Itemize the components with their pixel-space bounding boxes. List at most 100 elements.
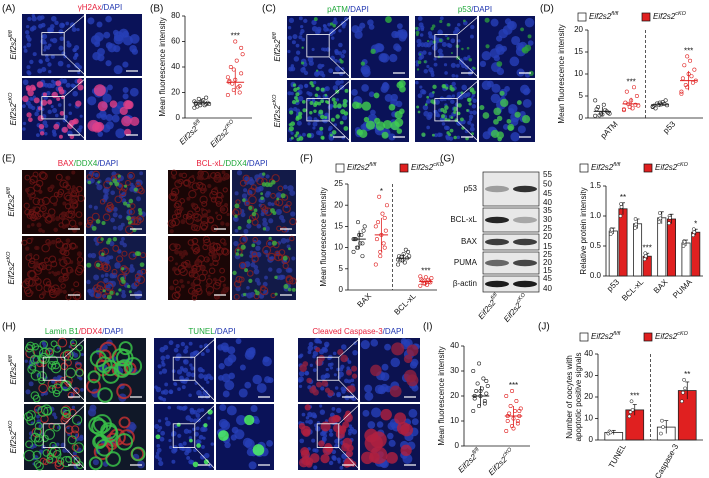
data-point [683,83,688,88]
cell [283,184,288,190]
significance: * [380,187,383,196]
blot-band [513,280,537,288]
cell [423,69,429,74]
cell [219,275,226,283]
data-point [373,224,378,229]
cell [479,104,485,111]
cell [326,28,330,32]
cell [385,16,392,23]
cell [375,121,386,131]
cell [105,114,113,122]
zoom-line [328,79,352,99]
cell [309,386,316,394]
cell [128,198,134,204]
cell [187,287,196,295]
data-point [398,258,403,263]
cell [396,23,403,30]
cell [194,431,199,437]
cell [66,63,71,68]
cell [427,111,433,117]
cell [453,135,457,140]
cell [79,114,83,118]
cell [490,93,501,104]
cell [193,448,197,453]
cell [312,368,317,373]
cell [471,104,477,109]
cell [190,246,194,250]
cell [433,133,438,138]
cell [51,217,56,222]
cell [360,61,365,66]
data-point [228,65,233,70]
bar [681,242,691,277]
cell [33,254,40,261]
cell [300,61,305,65]
data-point [424,282,429,287]
cell [42,92,47,97]
significance: *** [231,32,240,41]
cell [55,80,62,87]
genotype-sup: cKO [516,292,528,305]
cell [456,135,461,140]
cell [336,407,342,414]
cell [204,452,210,459]
cell [100,274,105,278]
cell [50,340,58,348]
data-point [657,220,662,224]
cell [97,180,101,184]
cell [334,59,338,63]
cell [302,132,306,137]
cell [69,22,76,28]
cell [183,428,190,434]
cell [105,255,111,261]
kda-marker: 20 [543,258,552,267]
y-tick-label: 25 [334,179,343,188]
cell [118,288,122,292]
cell [90,293,95,298]
cell [417,93,423,99]
cell [27,193,32,198]
cell [71,425,80,434]
cell [306,97,311,102]
zoom-line [64,380,87,403]
cell [351,373,358,379]
cell [73,457,81,465]
cell [208,245,214,251]
cell [109,181,113,186]
cell [341,344,347,350]
cell [183,359,189,365]
cell [317,101,322,106]
cell [80,388,84,392]
cell [168,256,174,262]
cell [48,70,52,74]
cell [300,29,305,34]
cell [424,103,428,106]
cell [71,414,83,425]
cell [111,268,118,275]
cell [55,173,63,181]
cell [67,122,74,129]
data-point [505,418,510,423]
inset-box [42,356,66,381]
cell [26,237,33,245]
data-point [204,95,209,100]
data-point [420,278,425,283]
y-axis-label: Mean fluorescence intensity [437,346,446,445]
cell [416,105,420,109]
cell [57,337,68,348]
image-title: Cleaved Caspase-3/DAPI [312,327,403,336]
cell [22,79,29,86]
data-point [689,74,694,79]
cell [138,211,143,216]
cell [212,254,217,260]
cell [25,389,31,395]
cell [242,292,247,297]
cell [198,273,207,282]
cell [186,456,191,460]
cell [74,245,79,249]
cell [193,269,197,273]
cell [174,249,180,255]
cell [68,199,74,205]
cell [267,377,274,384]
cell [116,383,132,400]
